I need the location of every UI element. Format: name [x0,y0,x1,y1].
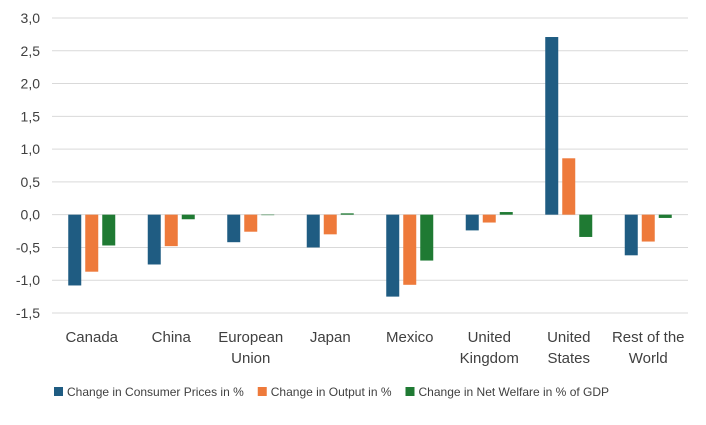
legend-label: Change in Net Welfare in % of GDP [419,385,610,399]
bar [624,214,638,256]
x-category-label: China [152,329,192,346]
legend-swatch [257,387,267,396]
x-category-label: World [629,350,668,367]
bar [579,214,593,237]
y-tick-label: 1,5 [21,108,41,124]
x-category-label: European [218,329,283,346]
bar [499,212,513,215]
x-category-label: United [547,329,590,346]
x-category-label: Rest of the [612,329,685,346]
x-category-label: Canada [65,329,118,346]
bar [244,214,258,232]
bar [482,214,496,223]
bar [545,37,559,215]
x-category-label: States [547,350,590,367]
y-tick-label: 3,0 [21,10,41,26]
y-axis-tick-labels: -1,5 -1,0 -0,5 0,0 0,5 1,0 1,5 2,0 2,5 3,0 [16,10,40,321]
x-axis-category-labels: Canada China European Union Japan Mexico Unite… [65,329,684,367]
bar [181,214,195,220]
x-category-label: United [468,329,511,346]
bar [340,213,354,215]
bars [68,37,672,297]
bar [68,214,82,286]
bar [102,214,116,246]
bar [465,214,479,231]
bar [420,214,434,261]
y-tick-label: 1,0 [21,141,41,157]
x-category-label: Mexico [386,329,434,346]
x-category-label: Kingdom [460,350,519,367]
legend-label: Change in Consumer Prices in % [67,385,244,399]
bar [658,214,672,218]
bar [306,214,320,248]
bar [164,214,178,247]
gridlines [52,17,688,314]
x-category-label: Japan [310,329,351,346]
bar [403,214,417,285]
y-tick-label: -1,0 [16,272,40,288]
legend-swatch [405,387,415,396]
y-tick-label: -0,5 [16,239,40,255]
bar [261,214,275,216]
bar [85,214,99,272]
legend: Change in Consumer Prices in % Change in … [54,385,609,399]
legend-label: Change in Output in % [271,385,392,399]
bar [147,214,161,265]
bar [562,158,576,215]
legend-swatch [54,387,63,396]
bar [323,214,337,235]
bar [386,214,400,297]
y-tick-label: 2,5 [21,43,41,59]
x-category-label: Union [231,350,270,367]
y-tick-label: 2,0 [21,76,41,92]
y-tick-label: -1,5 [16,305,40,321]
y-tick-label: 0,0 [21,207,41,223]
y-tick-label: 0,5 [21,174,41,190]
bar [641,214,655,242]
bar [227,214,241,243]
